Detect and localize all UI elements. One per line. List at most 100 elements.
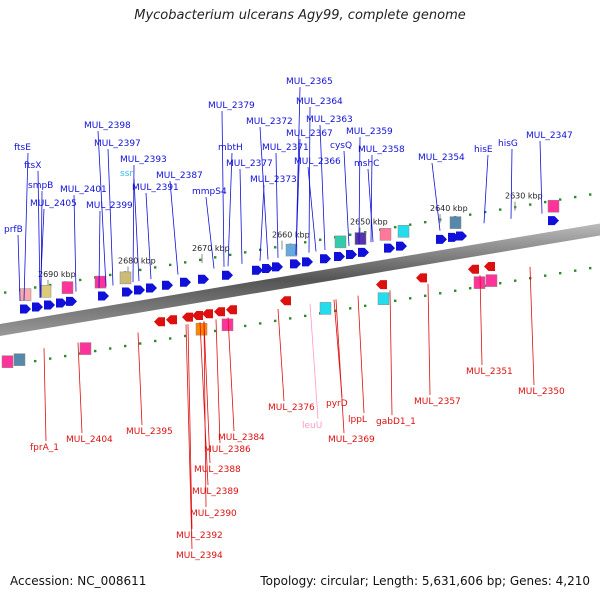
tick-dot <box>589 266 592 270</box>
forward-gene-label: MUL_2373 <box>250 175 297 185</box>
reverse-gene <box>182 312 193 322</box>
forward-label-line <box>431 162 441 231</box>
tick-dot <box>529 203 532 206</box>
forward-gene <box>334 251 345 261</box>
reverse-label-line <box>187 324 193 530</box>
tick-dot <box>349 307 352 310</box>
reverse-gene-label: MUL_2394 <box>176 551 223 561</box>
forward-gene-label: MUL_2387 <box>156 171 203 181</box>
forward-gene-label: hisG <box>498 139 518 149</box>
reverse-gene-label: MUL_2357 <box>414 397 461 407</box>
reverse-gene-label: MUL_2389 <box>192 487 239 497</box>
reverse-gene <box>468 264 479 274</box>
tick-dot <box>184 261 187 264</box>
forward-gene <box>272 262 283 272</box>
forward-gene-label: hisE <box>474 145 493 155</box>
forward-gene-label: MUL_2379 <box>208 101 255 111</box>
forward-gene-box <box>379 228 392 241</box>
ruler-label: 2640 kbp <box>430 204 468 213</box>
reverse-gene-label: MUL_2350 <box>518 387 565 397</box>
reverse-gene-box <box>473 276 486 289</box>
forward-gene <box>20 304 31 314</box>
tick-dot <box>424 220 427 224</box>
forward-gene-label: MUL_2365 <box>286 77 333 87</box>
forward-label-line <box>132 164 135 283</box>
forward-gene-label: MUL_2363 <box>306 115 353 125</box>
tick-dot <box>289 317 292 320</box>
forward-gene-label: MUL_2364 <box>296 97 343 107</box>
tick-dot <box>109 347 112 350</box>
forward-gene-box <box>94 275 107 289</box>
forward-gene-box <box>354 232 367 245</box>
forward-gene-label: MUL_2372 <box>246 117 293 127</box>
tick-dot <box>79 278 82 282</box>
forward-gene <box>198 274 209 284</box>
ruler-label: 2690 kbp <box>38 270 76 279</box>
forward-gene-label: MUL_2358 <box>358 145 405 155</box>
forward-label-line <box>259 184 265 261</box>
tick-dot <box>169 337 172 340</box>
forward-gene-box <box>547 199 560 213</box>
reverse-gene-box <box>319 302 332 315</box>
forward-label-line <box>227 152 233 267</box>
forward-label-line <box>483 154 489 224</box>
tick-dot <box>304 314 307 318</box>
tick-dot <box>394 299 397 303</box>
reverse-label-line <box>227 317 235 432</box>
tick-dot <box>244 251 247 254</box>
forward-label-line <box>221 110 225 267</box>
forward-label-line <box>37 170 41 298</box>
forward-gene-label: MUL_2354 <box>418 153 465 163</box>
tick-dot <box>589 193 592 196</box>
forward-gene-box <box>119 271 132 285</box>
tick-dot <box>574 195 577 199</box>
forward-label-line <box>23 152 29 301</box>
reverse-gene <box>280 296 291 306</box>
reverse-gene <box>484 262 495 272</box>
forward-gene-label: MUL_2367 <box>286 129 333 139</box>
tick-dot <box>559 271 562 275</box>
forward-label-line <box>205 196 215 269</box>
reverse-gene <box>226 305 237 315</box>
forward-gene-label: mmpS4 <box>192 187 227 197</box>
forward-gene <box>262 264 273 274</box>
reverse-gene-box <box>1 355 14 368</box>
tick-dot <box>304 241 307 244</box>
tick-dot <box>319 238 322 241</box>
tick-dot <box>139 268 142 272</box>
reverse-gene <box>202 309 213 319</box>
forward-gene-label: mshC <box>354 159 379 169</box>
reverse-gene-box <box>485 274 498 287</box>
forward-gene <box>146 283 157 293</box>
forward-gene <box>548 216 559 226</box>
reverse-gene-box <box>13 353 26 366</box>
tick-dot <box>469 287 472 290</box>
forward-gene <box>180 277 191 287</box>
ruler-label: 2630 kbp <box>505 192 543 201</box>
tick-dot <box>394 226 397 229</box>
forward-label-line <box>169 180 179 275</box>
tick-dot <box>364 304 367 308</box>
forward-gene <box>396 241 407 251</box>
forward-label-line <box>319 124 326 250</box>
forward-label-line <box>239 168 243 264</box>
forward-label-line <box>510 148 513 219</box>
forward-gene <box>358 247 369 257</box>
forward-gene <box>346 249 357 259</box>
forward-gene-label: prfB <box>4 225 23 235</box>
reverse-gene-box <box>377 292 390 305</box>
tick-dot <box>124 344 127 348</box>
reverse-gene-label: MUL_2376 <box>268 403 315 413</box>
reverse-label-line <box>427 283 431 396</box>
genome-summary-text: Topology: circular; Length: 5,631,606 bp… <box>260 574 590 588</box>
forward-gene-label: MUL_2377 <box>226 159 273 169</box>
forward-label-line <box>343 150 350 246</box>
forward-gene-box <box>285 243 298 257</box>
forward-gene <box>122 287 133 297</box>
reverse-gene <box>192 310 203 320</box>
tick-dot <box>544 200 547 204</box>
tick-dot <box>184 334 187 338</box>
reverse-label-line <box>277 309 285 402</box>
reverse-gene <box>154 317 165 327</box>
